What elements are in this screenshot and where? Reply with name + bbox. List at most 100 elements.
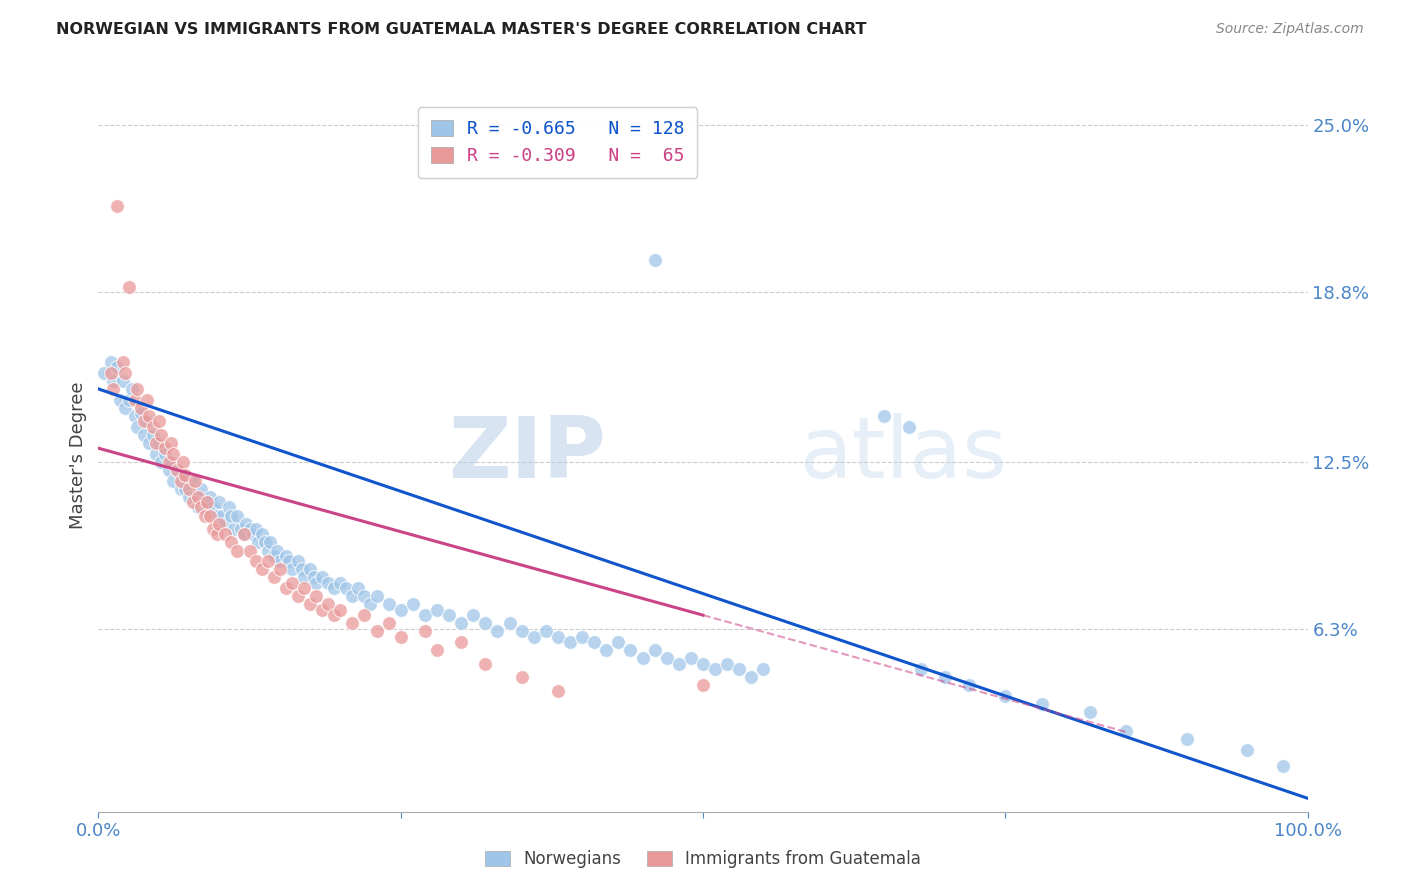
Point (692, 678, 714, 692)
Point (728, 662, 751, 676)
Point (366, 589, 388, 603)
Point (148, 414, 170, 428)
Point (208, 495, 231, 509)
Point (305, 589, 328, 603)
Point (323, 608, 346, 623)
Point (292, 581, 315, 595)
Point (269, 554, 291, 568)
Point (153, 446, 176, 460)
Point (124, 409, 146, 423)
Point (172, 455, 194, 469)
Point (118, 279, 141, 293)
Point (135, 414, 157, 428)
Point (198, 490, 221, 504)
Point (571, 630, 593, 644)
Point (342, 616, 364, 631)
Point (250, 562, 273, 576)
Point (150, 455, 173, 469)
Point (166, 463, 188, 477)
Point (247, 535, 270, 549)
Point (437, 608, 460, 623)
Point (510, 670, 533, 684)
Point (752, 662, 775, 676)
Text: Source: ZipAtlas.com: Source: ZipAtlas.com (1216, 22, 1364, 37)
Text: NORWEGIAN VS IMMIGRANTS FROM GUATEMALA MASTER'S DEGREE CORRELATION CHART: NORWEGIAN VS IMMIGRANTS FROM GUATEMALA M… (56, 22, 866, 37)
Point (134, 414, 156, 428)
Point (142, 419, 165, 434)
Point (287, 589, 309, 603)
Point (474, 657, 496, 671)
Point (162, 446, 184, 460)
Point (235, 516, 257, 531)
Point (138, 409, 160, 423)
Point (174, 482, 197, 496)
Point (108, 392, 131, 407)
Point (174, 468, 197, 483)
Point (256, 543, 278, 558)
Point (679, 651, 702, 665)
Point (347, 581, 370, 595)
Point (558, 635, 581, 649)
Point (166, 463, 188, 477)
Point (239, 543, 262, 558)
Point (239, 522, 262, 536)
Point (994, 689, 1017, 703)
Point (534, 624, 557, 639)
Point (160, 455, 183, 469)
Point (716, 657, 738, 671)
Point (205, 508, 228, 523)
Point (221, 535, 243, 549)
Point (377, 598, 399, 612)
Point (124, 392, 146, 407)
Point (187, 490, 209, 504)
Point (1236, 743, 1258, 757)
Point (250, 527, 273, 541)
Point (181, 495, 204, 509)
Point (595, 643, 617, 657)
Point (118, 392, 141, 407)
Point (274, 549, 297, 563)
Point (145, 435, 167, 450)
Point (111, 374, 134, 388)
Point (523, 630, 546, 644)
Point (274, 581, 297, 595)
Point (181, 474, 204, 488)
Point (316, 598, 339, 612)
Point (198, 508, 221, 523)
Point (323, 581, 346, 595)
Point (222, 522, 245, 536)
Point (450, 635, 472, 649)
Point (214, 516, 236, 531)
Point (426, 603, 449, 617)
Point (934, 670, 956, 684)
Point (100, 366, 122, 380)
Point (1272, 759, 1295, 773)
Point (450, 616, 472, 631)
Point (547, 630, 569, 644)
Point (474, 616, 496, 631)
Point (292, 570, 315, 584)
Point (242, 527, 264, 541)
Point (704, 662, 727, 676)
Point (179, 482, 201, 496)
Point (1175, 731, 1198, 746)
Point (259, 535, 281, 549)
Point (157, 455, 180, 469)
Point (329, 575, 352, 590)
Point (1078, 705, 1101, 719)
Point (157, 463, 180, 477)
Point (256, 554, 278, 568)
Point (269, 562, 291, 576)
Point (910, 662, 932, 676)
Point (226, 543, 249, 558)
Point (254, 535, 277, 549)
Point (402, 598, 425, 612)
Point (342, 589, 364, 603)
Point (957, 678, 980, 692)
Point (202, 500, 225, 515)
Point (311, 570, 333, 584)
Point (127, 419, 149, 434)
Point (202, 522, 225, 536)
Point (389, 603, 412, 617)
Point (184, 490, 207, 504)
